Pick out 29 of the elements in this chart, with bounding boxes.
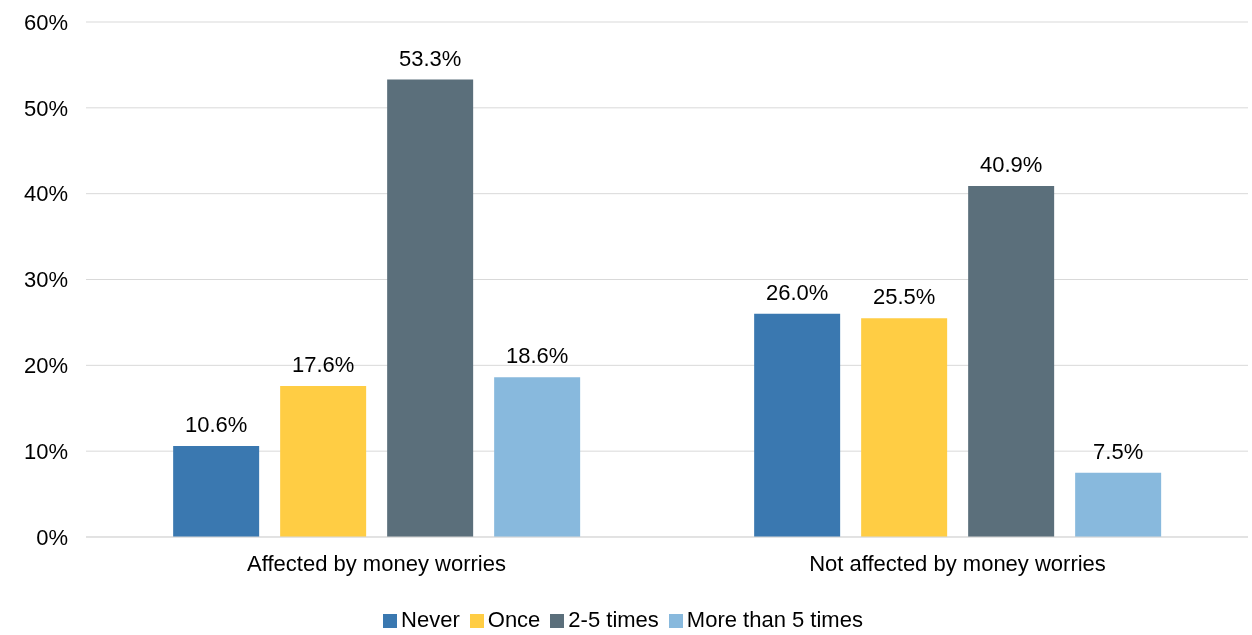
legend-label: More than 5 times bbox=[686, 607, 863, 632]
x-tick-label: Affected by money worries bbox=[247, 550, 506, 576]
bar bbox=[968, 185, 1055, 537]
y-tick-label: 0% bbox=[36, 524, 68, 550]
legend-label: Never bbox=[401, 607, 460, 632]
bar bbox=[387, 79, 474, 537]
data-label: 17.6% bbox=[291, 351, 355, 377]
legend-label: 2-5 times bbox=[568, 607, 659, 632]
data-label: 10.6% bbox=[184, 412, 248, 438]
data-label: 18.6% bbox=[505, 343, 569, 369]
bar bbox=[1075, 472, 1162, 537]
y-tick-label: 40% bbox=[23, 181, 68, 207]
bar bbox=[173, 446, 260, 537]
y-tick-label: 20% bbox=[23, 353, 68, 379]
y-tick-label: 50% bbox=[23, 95, 68, 121]
bar bbox=[494, 377, 581, 537]
data-label: 25.5% bbox=[872, 284, 936, 310]
data-label: 7.5% bbox=[1093, 438, 1144, 464]
data-label: 40.9% bbox=[979, 151, 1043, 177]
y-tick-label: 10% bbox=[23, 438, 68, 464]
y-tick-label: 30% bbox=[23, 267, 68, 293]
bar bbox=[861, 318, 948, 537]
y-tick-label: 60% bbox=[23, 9, 68, 35]
data-label: 53.3% bbox=[398, 45, 462, 71]
bar bbox=[754, 313, 841, 537]
bar bbox=[280, 385, 367, 537]
legend-label: Once bbox=[487, 607, 541, 632]
data-label: 26.0% bbox=[765, 279, 829, 305]
x-tick-label: Not affected by money worries bbox=[809, 550, 1106, 576]
